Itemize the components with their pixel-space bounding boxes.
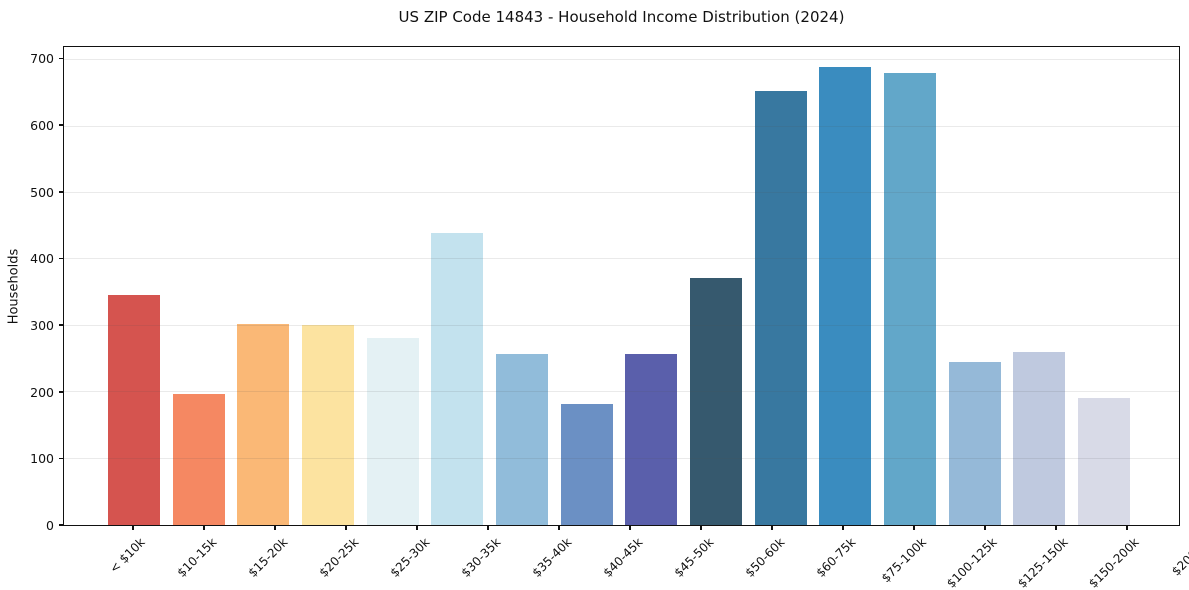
- x-slot: $125-150k: [1015, 526, 1082, 590]
- bar-$25-30k: [366, 337, 419, 525]
- x-tick-label: $15-20k: [245, 535, 290, 580]
- x-tick-mark: [913, 526, 915, 530]
- bar-$45-50k: [625, 353, 678, 525]
- y-tick-mark-100: [59, 457, 63, 460]
- x-tick-mark: [558, 526, 560, 530]
- y-tick-label-200: 200: [30, 384, 54, 400]
- y-tick-label-100: 100: [30, 451, 54, 467]
- x-slot: $35-40k: [529, 526, 585, 590]
- x-tick-mark: [700, 526, 702, 530]
- y-tick-label-0: 0: [46, 518, 54, 533]
- x-tick-mark: [345, 526, 347, 530]
- x-slot: $150-200k: [1086, 526, 1153, 590]
- y-axis: 0 100 200 300 400 500 600 700: [0, 46, 63, 533]
- x-tick-mark: [132, 526, 134, 530]
- x-slot: $30-35k: [458, 526, 514, 590]
- y-tick-mark-200: [59, 391, 63, 393]
- x-tick-mark: [416, 526, 418, 530]
- grid-line-400: [64, 258, 1179, 260]
- x-slot: $25-30k: [387, 526, 443, 590]
- y-tick-mark-600: [59, 124, 63, 127]
- x-tick-label: $60-75k: [813, 535, 858, 580]
- x-slot: $20-25k: [316, 526, 372, 590]
- bar-$125-150k: [948, 361, 1001, 525]
- x-tick-mark: [203, 526, 205, 530]
- x-tick-label: $45-50k: [671, 535, 716, 580]
- y-tick-mark-700: [59, 57, 63, 60]
- x-tick-label: $25-30k: [387, 535, 432, 580]
- bar-< $10k: [108, 295, 160, 525]
- bar-$20-25k: [301, 324, 354, 525]
- x-tick-mark: [629, 526, 631, 530]
- bar-$30-35k: [431, 232, 484, 525]
- bar-$35-40k: [495, 353, 548, 525]
- x-tick-label: $20-25k: [316, 535, 361, 580]
- bar-$75-100k: [819, 66, 872, 525]
- x-tick-label: $10-15k: [174, 535, 219, 580]
- x-slot: $60-75k: [813, 526, 869, 590]
- x-tick-label: < $10k: [107, 535, 148, 576]
- y-tick-mark-300: [59, 324, 63, 326]
- x-tick-mark: [274, 526, 276, 530]
- grid-line-300: [64, 324, 1179, 326]
- y-tick-mark-400: [59, 257, 63, 260]
- bar-$50-60k: [689, 278, 742, 525]
- x-tick-mark: [842, 526, 844, 530]
- bar-$150-200k: [1013, 351, 1066, 525]
- y-tick-label-500: 500: [30, 184, 54, 200]
- grid-line-600: [64, 125, 1179, 127]
- plot-area: [63, 46, 1180, 526]
- x-tick-label: $30-35k: [458, 535, 503, 580]
- grid-line-200: [64, 391, 1179, 393]
- y-tick-mark-0: [59, 524, 63, 526]
- x-axis: < $10k $10-15k $15-20k $20-25k $25-30k $30-35…: [63, 526, 1189, 590]
- x-slot: < $10k: [107, 526, 159, 590]
- y-tick-label-300: 300: [30, 317, 54, 333]
- grid-line-100: [64, 457, 1179, 459]
- x-tick-mark: [1126, 526, 1128, 530]
- x-tick-mark: [984, 526, 986, 530]
- x-tick-label: $150-200k: [1086, 535, 1142, 590]
- y-tick-label-600: 600: [30, 118, 54, 134]
- x-slot: $100-125k: [944, 526, 1011, 590]
- x-tick-label: $100-125k: [944, 535, 1000, 590]
- x-tick-label: $50-60k: [742, 535, 787, 580]
- bar-$10-15k: [172, 394, 225, 525]
- chart-title: US ZIP Code 14843 - Household Income Dis…: [398, 8, 845, 26]
- x-slot: $50-60k: [742, 526, 798, 590]
- x-slot: $40-45k: [600, 526, 656, 590]
- x-tick-label: $75-100k: [878, 535, 929, 586]
- x-tick-label: $35-40k: [529, 535, 574, 580]
- bar-$15-20k: [237, 323, 290, 525]
- bar-$200k+: [1077, 398, 1130, 525]
- grid-line-500: [64, 192, 1179, 194]
- y-tick-label-700: 700: [30, 51, 54, 67]
- x-tick-mark: [1055, 526, 1057, 530]
- grid-line-700: [64, 59, 1179, 61]
- bar-$40-45k: [560, 404, 613, 525]
- bar-$60-75k: [754, 90, 807, 525]
- x-tick-label: $200k+: [1169, 535, 1189, 579]
- x-tick-label: $40-45k: [600, 535, 645, 580]
- x-slot: $45-50k: [671, 526, 727, 590]
- x-tick-label: $125-150k: [1015, 535, 1071, 590]
- bars-container: [64, 47, 1179, 525]
- x-tick-mark: [771, 526, 773, 530]
- y-tick-mark-500: [59, 191, 63, 193]
- x-slot: $75-100k: [879, 526, 940, 590]
- x-slot: $200k+: [1169, 526, 1189, 590]
- x-slot: $15-20k: [245, 526, 301, 590]
- x-slot: $10-15k: [174, 526, 230, 590]
- y-tick-label-400: 400: [30, 251, 54, 267]
- bar-$100-125k: [883, 72, 936, 525]
- x-tick-mark: [487, 526, 489, 530]
